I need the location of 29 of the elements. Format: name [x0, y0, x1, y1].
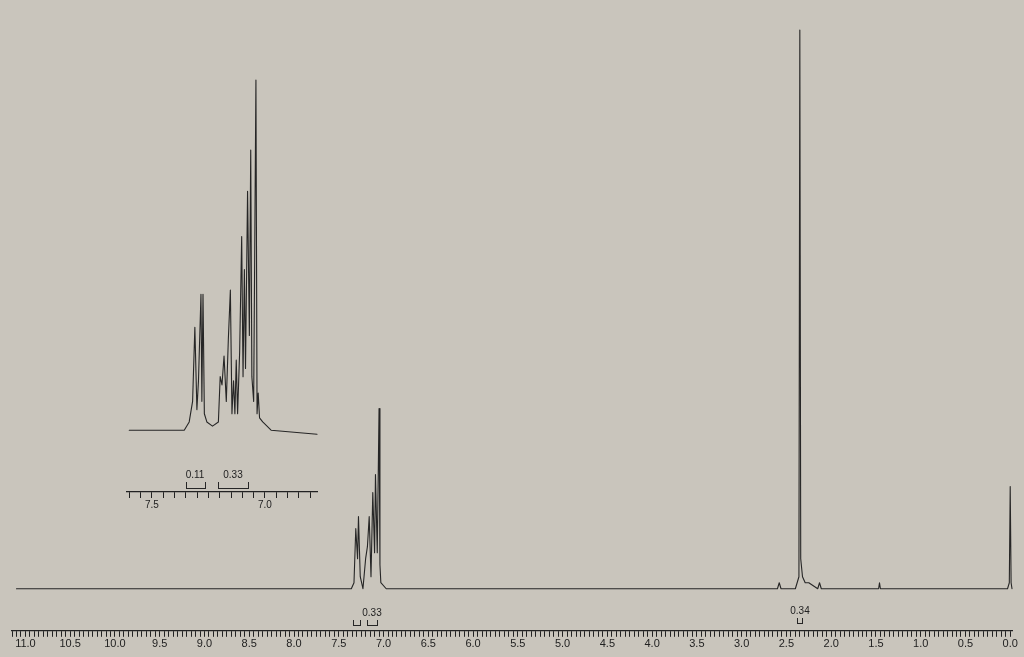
x-tick-label: 11.0	[15, 637, 36, 650]
x-tick-label: 2.0	[823, 637, 839, 650]
x-tick-label: 3.0	[733, 637, 750, 650]
x-tick-label: 6.0	[465, 637, 481, 650]
annotation: 0.33	[362, 606, 383, 618]
x-tick-label: 1.5	[868, 637, 884, 650]
x-tick-label: 2.5	[778, 637, 795, 650]
annotation: 0.11	[185, 468, 205, 480]
x-tick-label: 6.5	[420, 637, 436, 650]
x-tick-label: 10.5	[59, 637, 81, 650]
x-tick-label: 5.5	[510, 637, 526, 650]
x-tick-label: 5.0	[554, 637, 571, 650]
x-tick-label: 8.0	[286, 637, 302, 650]
x-tick-label: 10.0	[104, 637, 126, 650]
annotation: 0.34	[790, 604, 811, 616]
annotation: 0.33	[223, 468, 244, 480]
x-tick-label: 0.0	[1002, 637, 1018, 650]
x-tick-label: 7.5	[144, 498, 160, 510]
x-tick-label: 4.0	[644, 637, 660, 650]
x-tick-label: 9.5	[152, 637, 168, 650]
x-tick-label: 8.5	[241, 637, 257, 650]
x-tick-label: 7.0	[258, 498, 273, 510]
x-tick-label: 4.5	[599, 637, 615, 650]
x-tick-label: 9.0	[196, 637, 213, 650]
x-tick-label: 7.5	[331, 637, 347, 650]
x-tick-label: 3.5	[689, 637, 705, 650]
x-tick-label: 1.0	[913, 637, 929, 650]
x-tick-label: 7.0	[375, 637, 392, 650]
x-tick-label: 0.5	[957, 637, 974, 650]
